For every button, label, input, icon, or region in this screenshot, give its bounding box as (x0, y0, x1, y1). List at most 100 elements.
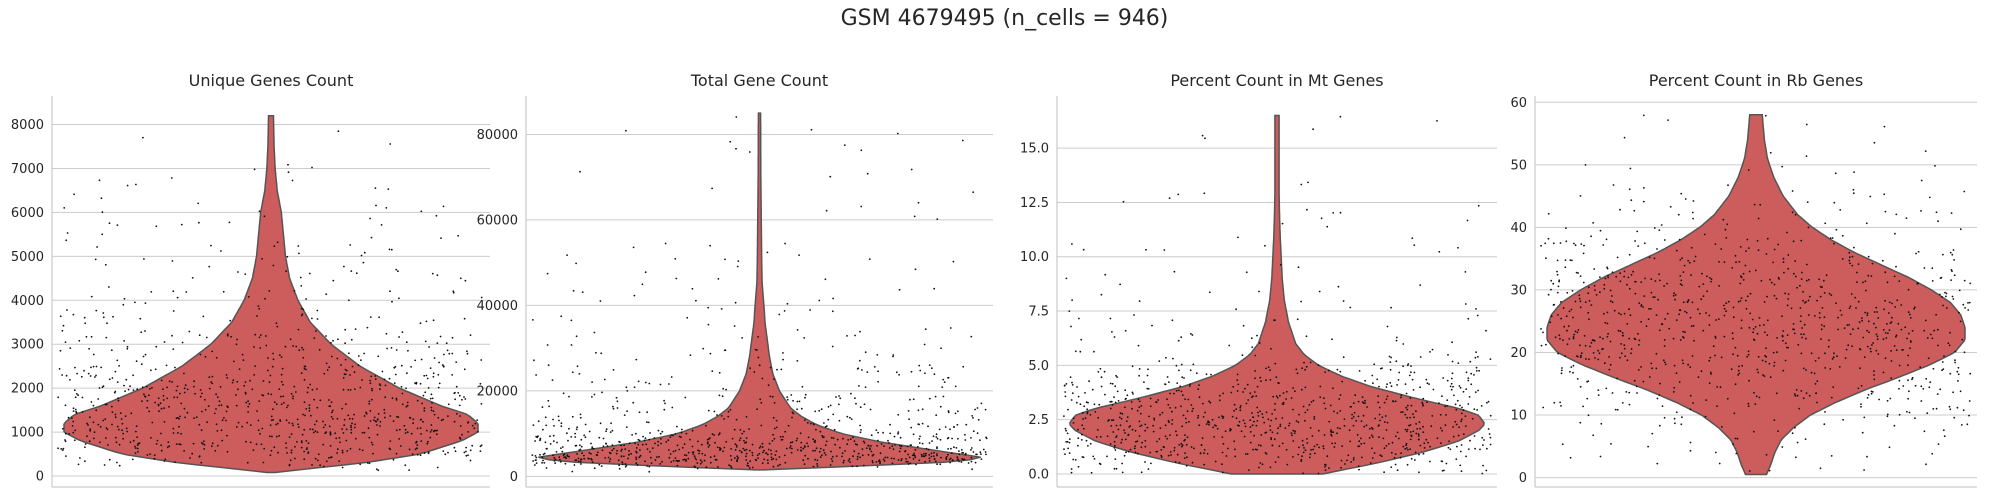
data-point (1633, 209, 1636, 212)
data-point (1891, 316, 1893, 319)
data-point (1791, 432, 1794, 435)
data-point (1072, 458, 1075, 461)
data-point (1766, 237, 1769, 240)
data-point (786, 398, 789, 401)
data-point (1727, 300, 1730, 303)
data-point (1465, 371, 1468, 374)
data-point (1138, 435, 1141, 437)
data-point (257, 419, 260, 422)
data-point (135, 425, 138, 427)
data-point (749, 367, 751, 370)
data-point (1674, 294, 1677, 296)
data-point (850, 392, 852, 395)
data-point (136, 444, 139, 446)
data-point (336, 417, 339, 420)
data-point (930, 455, 933, 458)
data-point (1590, 304, 1593, 306)
data-point (809, 309, 811, 311)
data-point (1322, 447, 1325, 450)
data-point (1877, 317, 1880, 319)
data-point (1221, 463, 1223, 466)
data-point (918, 442, 921, 444)
data-point (1109, 382, 1112, 385)
data-point (1623, 312, 1626, 315)
data-point (1722, 218, 1725, 221)
data-point (1081, 424, 1084, 427)
data-point (1884, 299, 1886, 302)
data-point (1454, 403, 1457, 406)
data-point (1752, 328, 1755, 330)
data-point (941, 386, 944, 388)
data-point (590, 452, 592, 455)
data-point (1257, 415, 1260, 417)
data-point (322, 426, 325, 429)
data-point (416, 444, 419, 446)
data-point (267, 357, 269, 359)
data-point (1558, 334, 1561, 337)
data-point (554, 458, 557, 461)
data-point (1768, 469, 1771, 472)
data-point (1890, 350, 1892, 352)
data-point (353, 426, 356, 429)
data-point (1358, 468, 1360, 471)
data-point (773, 427, 776, 430)
data-point (72, 407, 75, 410)
data-point (663, 399, 665, 402)
data-point (1162, 445, 1165, 448)
data-point (298, 252, 300, 255)
data-point (226, 434, 228, 437)
data-point (970, 335, 973, 338)
data-point (257, 429, 260, 432)
data-point (195, 416, 198, 418)
data-point (957, 458, 959, 461)
data-point (878, 459, 881, 461)
data-point (1478, 369, 1480, 372)
data-point (235, 343, 238, 346)
data-point (1572, 336, 1575, 338)
data-point (1640, 320, 1642, 323)
data-point (603, 378, 606, 381)
data-point (114, 390, 117, 393)
data-point (930, 452, 933, 455)
data-point (1611, 392, 1614, 394)
data-point (1822, 279, 1825, 282)
data-point (1121, 438, 1123, 441)
data-point (1909, 340, 1912, 342)
data-point (1653, 296, 1656, 298)
data-point (763, 449, 765, 452)
data-point (1810, 352, 1813, 355)
data-point (272, 408, 274, 411)
data-point (1126, 394, 1129, 397)
data-point (933, 451, 935, 454)
data-point (159, 402, 162, 405)
data-point (1741, 364, 1743, 367)
data-point (605, 428, 608, 431)
data-point (579, 170, 581, 173)
data-point (1863, 469, 1865, 471)
data-point (1723, 261, 1726, 264)
data-point (1459, 404, 1461, 407)
data-point (807, 445, 809, 448)
data-point (1351, 417, 1353, 420)
data-point (880, 443, 883, 445)
data-point (1600, 422, 1603, 425)
data-point (311, 388, 314, 391)
data-point (126, 430, 129, 433)
data-point (827, 405, 830, 408)
data-point (1951, 253, 1954, 256)
data-point (391, 397, 394, 400)
data-point (1655, 314, 1658, 316)
data-point (1222, 416, 1225, 418)
data-point (1599, 276, 1601, 278)
data-point (383, 412, 386, 414)
data-point (1622, 334, 1624, 337)
data-point (477, 430, 479, 433)
data-point (1659, 382, 1661, 385)
data-point (1180, 405, 1182, 408)
data-point (1894, 306, 1897, 308)
data-point (271, 435, 273, 438)
data-point (1816, 401, 1818, 404)
data-point (931, 440, 933, 442)
data-point (977, 418, 980, 421)
data-point (1365, 424, 1368, 427)
